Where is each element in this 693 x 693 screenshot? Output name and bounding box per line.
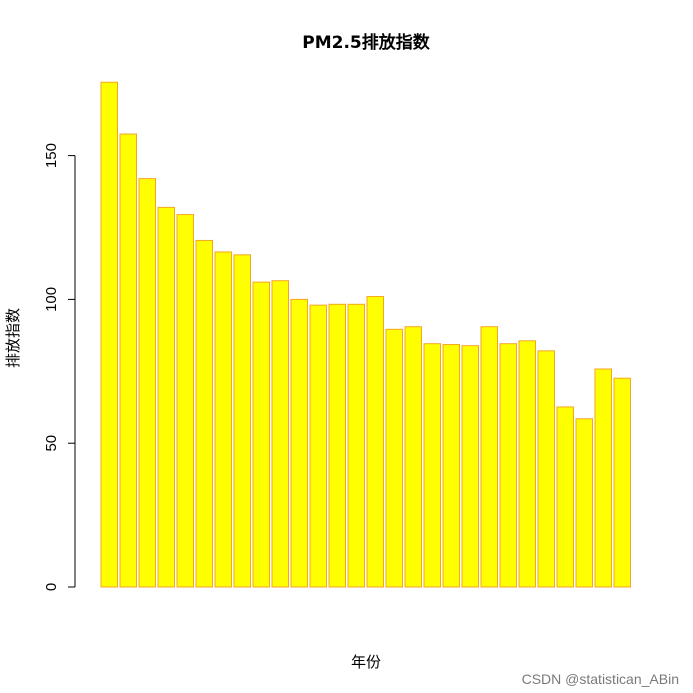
y-tick-label-50: 50 <box>43 435 60 452</box>
bar-15 <box>366 296 384 588</box>
bar-18 <box>423 343 441 588</box>
bar-24 <box>537 350 555 588</box>
y-tick-label-0: 0 <box>43 583 60 591</box>
bar-23 <box>518 340 536 588</box>
bar-13 <box>328 303 346 588</box>
bar-2 <box>119 133 137 588</box>
bar-6 <box>195 239 213 588</box>
bar-19 <box>442 344 460 588</box>
bar-9 <box>252 281 270 588</box>
y-tick-label-100: 100 <box>43 287 60 312</box>
bar-4 <box>157 206 175 588</box>
bar-11 <box>290 298 308 588</box>
bar-21 <box>480 326 498 588</box>
bar-16 <box>385 328 403 588</box>
bar-12 <box>309 304 327 588</box>
bar-28 <box>613 377 631 588</box>
bar-10 <box>271 280 289 588</box>
watermark: CSDN @statistican_ABin <box>521 671 679 687</box>
bars-group <box>100 81 631 588</box>
bar-25 <box>556 406 574 588</box>
bar-5 <box>176 214 194 588</box>
bar-8 <box>233 254 251 588</box>
y-axis: 0 50 100 150 <box>43 143 76 591</box>
chart-title: PM2.5排放指数 <box>302 32 430 53</box>
x-axis-label: 年份 <box>351 653 381 671</box>
bar-22 <box>499 343 517 588</box>
bar-27 <box>594 368 612 588</box>
bar-7 <box>214 251 232 588</box>
y-axis-label: 排放指数 <box>4 308 22 368</box>
bar-17 <box>404 326 422 588</box>
bar-14 <box>347 303 365 588</box>
y-tick-label-150: 150 <box>43 143 60 168</box>
bar-20 <box>461 345 479 588</box>
bar-1 <box>100 81 118 588</box>
bar-26 <box>575 418 593 588</box>
bar-3 <box>138 178 156 588</box>
